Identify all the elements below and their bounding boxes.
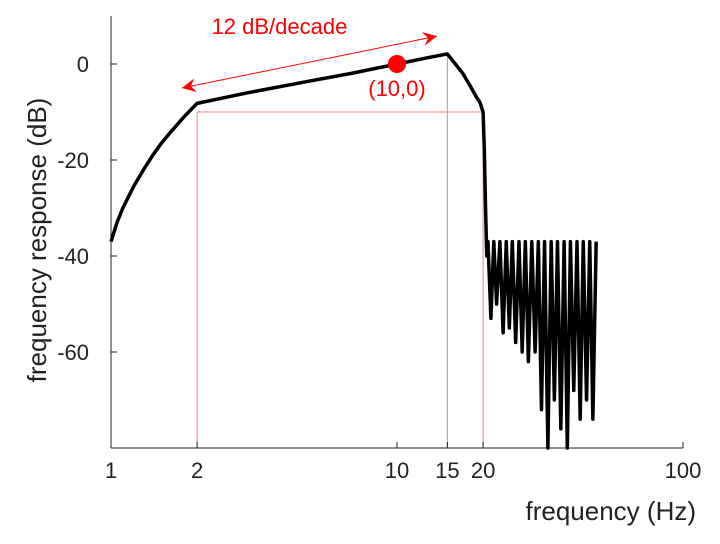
y-tick-label: -40 bbox=[57, 244, 89, 269]
x-tick-label: 15 bbox=[435, 458, 459, 483]
annotation-text: 12 dB/decade bbox=[212, 14, 348, 39]
x-axis-label: frequency (Hz) bbox=[526, 496, 697, 526]
annotation-point bbox=[388, 55, 406, 73]
y-axis-label: frequency response (dB) bbox=[22, 98, 52, 383]
y-tick-label: 0 bbox=[77, 52, 89, 77]
x-tick-label: 20 bbox=[471, 458, 495, 483]
arrow-head bbox=[181, 78, 198, 93]
arrow-head bbox=[421, 32, 438, 46]
x-tick-label: 1 bbox=[105, 458, 117, 483]
annotation-arrow bbox=[181, 35, 438, 89]
x-tick-label: 10 bbox=[385, 458, 409, 483]
line-series bbox=[109, 52, 598, 450]
annotation-text: (10,0) bbox=[368, 76, 425, 101]
x-tick-label: 100 bbox=[665, 458, 702, 483]
y-tick-label: -20 bbox=[57, 148, 89, 173]
x-tick-label: 2 bbox=[191, 458, 203, 483]
y-tick-label: -60 bbox=[57, 340, 89, 365]
